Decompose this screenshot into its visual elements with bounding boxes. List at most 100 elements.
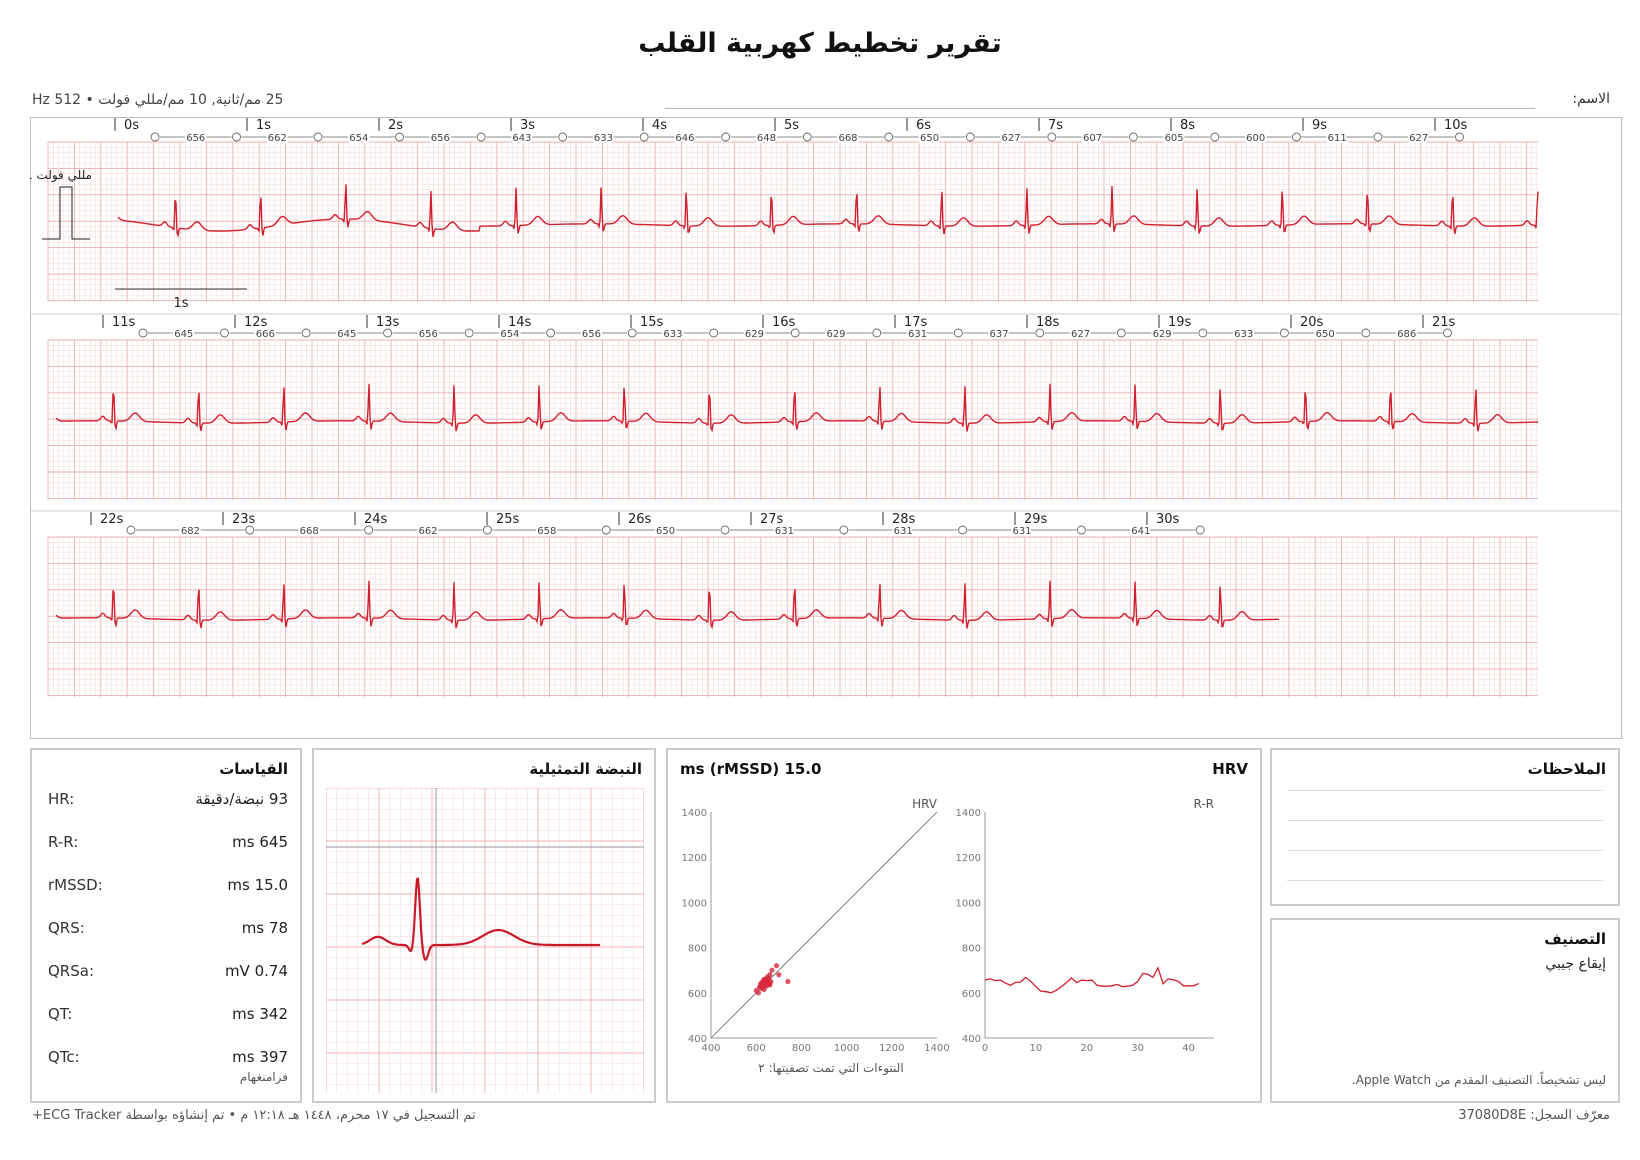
r-marker <box>839 525 849 535</box>
second-label: 7s <box>1048 118 1063 133</box>
rr-value: 668 <box>300 526 319 537</box>
r-marker <box>1373 132 1383 142</box>
second-label: 10s <box>1444 118 1468 133</box>
second-label: 15s <box>640 315 664 330</box>
second-label: 0s <box>124 118 139 133</box>
rr-value: 633 <box>1234 329 1253 340</box>
r-marker <box>965 132 975 142</box>
second-label: 3s <box>520 118 535 133</box>
r-marker <box>802 132 812 142</box>
r-marker <box>150 132 160 142</box>
r-marker <box>1455 132 1464 142</box>
notes-title: الملاحظات <box>1527 760 1606 778</box>
y-tick-label: 1000 <box>956 898 981 909</box>
measurement-label: QRS: <box>48 919 85 937</box>
classification-title: التصنيف <box>1544 930 1606 948</box>
second-label: 26s <box>628 512 652 527</box>
measurement-value: 645 ms <box>232 833 288 851</box>
note-line <box>1287 790 1603 791</box>
rr-value: 629 <box>826 329 845 340</box>
poincare-label: HRV <box>912 797 938 811</box>
r-marker <box>1047 132 1057 142</box>
second-label: 12s <box>244 315 268 330</box>
rr-value: 637 <box>990 329 1009 340</box>
classification-panel: التصنيف إيقاع جيبي ليس تشخيصاً. التصنيف … <box>1270 918 1620 1103</box>
rr-value: 605 <box>1165 133 1184 144</box>
second-label: 1s <box>256 118 271 133</box>
x-tick-label: 600 <box>747 1043 766 1054</box>
name-label: الاسم: <box>1572 91 1610 107</box>
r-marker <box>1195 525 1205 535</box>
classification-disclaimer: ليس تشخيصاً. التصنيف المقدم من Apple Wat… <box>1351 1073 1606 1087</box>
second-label: 4s <box>652 118 667 133</box>
x-tick-label: 800 <box>792 1043 811 1054</box>
second-label: 18s <box>1036 315 1060 330</box>
r-marker <box>953 328 963 338</box>
ecg-trace <box>55 580 1280 630</box>
r-marker <box>245 525 255 535</box>
rr-value: 645 <box>174 329 193 340</box>
rr-value: 627 <box>1071 329 1090 340</box>
note-line <box>1287 850 1603 851</box>
r-marker <box>1076 525 1086 535</box>
rr-value: 656 <box>186 133 205 144</box>
r-marker <box>232 132 241 142</box>
r-marker <box>138 328 148 338</box>
poincare-point <box>763 980 769 986</box>
rr-value: 611 <box>1328 133 1347 144</box>
r-marker <box>464 328 474 338</box>
x-tick-label: 1400 <box>924 1043 949 1054</box>
measurement-row: rMSSD: 15.0 ms <box>44 876 288 900</box>
rr-value: 629 <box>745 329 764 340</box>
rr-value: 654 <box>500 329 519 340</box>
r-marker <box>627 328 637 338</box>
ecg-trace <box>55 383 1538 433</box>
r-marker <box>482 525 492 535</box>
second-label: 19s <box>1168 315 1192 330</box>
beat-trace <box>361 877 600 961</box>
second-label: 25s <box>496 512 520 527</box>
y-tick-label: 800 <box>688 944 707 955</box>
poincare-point <box>773 963 780 969</box>
y-tick-label: 1400 <box>682 808 707 819</box>
rr-value: 662 <box>268 133 287 144</box>
rr-value: 631 <box>894 526 913 537</box>
measurement-label: QRSa: <box>48 962 94 980</box>
rr-value: 662 <box>418 526 437 537</box>
x-tick-label: 0 <box>982 1043 988 1054</box>
rr-value: 627 <box>1409 133 1428 144</box>
ecg-strip-frame <box>30 117 1622 739</box>
y-tick-label: 600 <box>688 989 707 1000</box>
note-line <box>1287 880 1603 881</box>
rr-value: 646 <box>675 133 694 144</box>
note-line <box>1287 820 1603 821</box>
measurement-value: 15.0 ms <box>227 876 288 894</box>
y-tick-label: 1000 <box>682 898 707 909</box>
y-tick-label: 1200 <box>956 853 981 864</box>
rr-label: R-R <box>1193 797 1214 811</box>
second-label: 28s <box>892 512 916 527</box>
rr-value: 633 <box>594 133 613 144</box>
y-tick-label: 400 <box>688 1034 707 1045</box>
second-label: 20s <box>1300 315 1324 330</box>
r-marker <box>301 328 311 338</box>
hrv-panel: 15.0 ms (rMSSD) HRV 400 600 800 1000 1200 140… <box>666 748 1262 1103</box>
r-marker <box>364 525 374 535</box>
r-marker <box>709 328 719 338</box>
x-tick-label: 1000 <box>834 1043 859 1054</box>
calibration-label: 1 مللي فولت <box>30 168 92 183</box>
footer-record-id: معرّف السجل: 37080D8E <box>1458 1108 1610 1123</box>
rr-value: 656 <box>419 329 438 340</box>
r-marker <box>1116 328 1126 338</box>
second-label: 5s <box>784 118 799 133</box>
r-marker <box>884 132 894 142</box>
second-label: 30s <box>1156 512 1180 527</box>
rr-value: 656 <box>582 329 601 340</box>
r-marker <box>1443 328 1452 338</box>
rr-value: 668 <box>838 133 857 144</box>
second-label: 17s <box>904 315 928 330</box>
rr-value: 648 <box>757 133 776 144</box>
measurement-label: HR: <box>48 790 75 808</box>
rmssd-title: 15.0 ms (rMSSD) <box>680 760 822 778</box>
recording-settings: 25 مم/ثانية, 10 مم/مللي فولت • 512 Hz <box>32 92 284 108</box>
